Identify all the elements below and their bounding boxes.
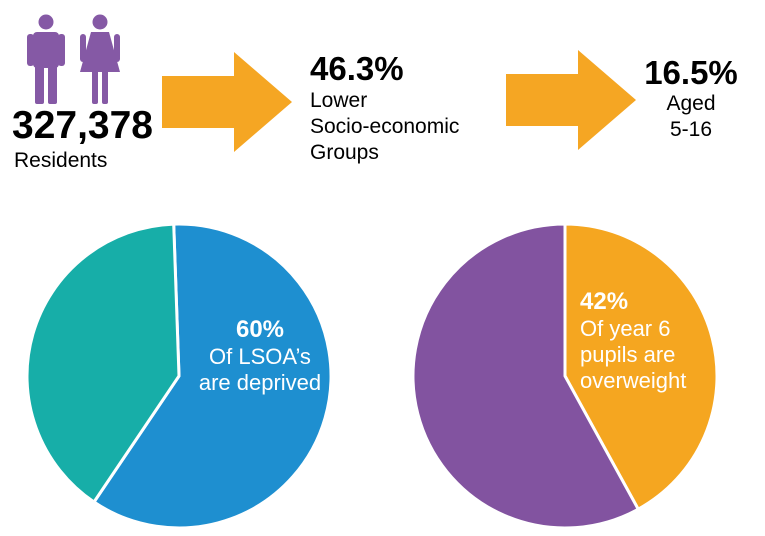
pie-slice: [25, 222, 181, 504]
female-person-icon: [80, 14, 120, 104]
socioeconomic-label-line: Groups: [310, 141, 379, 164]
pie-slice: [92, 222, 333, 530]
aged-stat: 16.5% Aged 5-16: [630, 55, 752, 143]
pie-slice: [411, 222, 640, 530]
residents-value: 327,378: [12, 104, 153, 147]
overweight-annotation-line: overweight: [580, 368, 687, 393]
overweight-annotation-line: Of year 6: [580, 316, 671, 341]
aged-label-line: 5-16: [669, 118, 713, 141]
socioeconomic-stat: 46.3% Lower Socio-economic Groups: [310, 50, 510, 166]
arrow-right-icon: [162, 52, 292, 152]
lsoa-annotation: 60% Of LSOA’s are deprived: [180, 316, 340, 396]
pie-slice: [563, 222, 719, 511]
lsoa-deprived-pie-chart: [25, 222, 333, 530]
lsoa-annotation-line: Of LSOA’s: [209, 344, 311, 369]
socioeconomic-label-line: Socio-economic: [310, 115, 460, 138]
year6-overweight-pie-chart: [411, 222, 719, 530]
people-icons: [27, 14, 120, 104]
socioeconomic-value: 46.3%: [310, 50, 404, 87]
overweight-annotation: 42% Of year 6 pupils are overweight: [580, 288, 720, 394]
lsoa-percent-label: 60%: [235, 316, 285, 343]
overweight-percent-label: 42%: [580, 288, 629, 315]
socioeconomic-label-line: Lower: [310, 89, 368, 112]
aged-label-line: Aged: [666, 92, 716, 115]
lsoa-annotation-line: are deprived: [198, 370, 322, 395]
residents-label: Residents: [14, 149, 108, 172]
male-person-icon: [27, 14, 65, 104]
overweight-annotation-line: pupils are: [580, 342, 676, 367]
aged-value: 16.5%: [644, 54, 738, 91]
arrow-right-icon: [506, 50, 636, 150]
